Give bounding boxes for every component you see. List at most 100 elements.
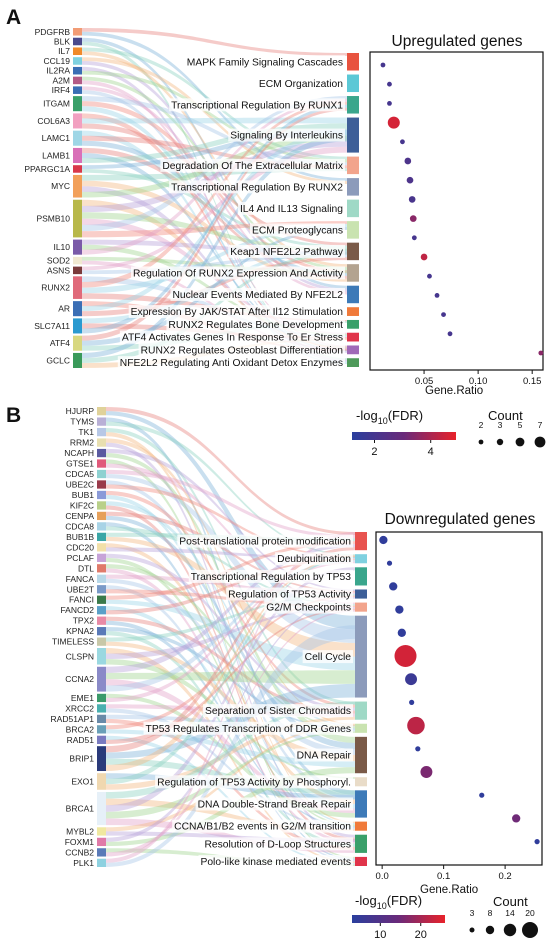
sankey-flow: [82, 140, 347, 276]
pathway-bar: [355, 532, 367, 551]
sankey-flow: [82, 106, 347, 349]
pathway-label-bg: [130, 266, 345, 280]
legend-fdr-b-ticks: 10 20: [374, 923, 427, 941]
pathway-label: NFE2L2 Regulating Anti Oxidant Detox Enz…: [120, 358, 343, 369]
sankey-flow: [106, 716, 355, 790]
gene-label: AR: [58, 304, 70, 314]
dot-point: [415, 746, 421, 752]
gene-bar: [97, 543, 106, 552]
gene-bar: [73, 28, 82, 36]
legend-count-label: 7: [538, 420, 543, 430]
x-axis-label-a: Gene.Ratio: [425, 385, 483, 397]
gene-label: RUNX2: [41, 283, 70, 293]
gene-label: IL10: [53, 242, 70, 252]
gene-label: BRCA2: [66, 724, 95, 734]
gene-bar: [97, 837, 106, 847]
gene-label: BUB1B: [66, 532, 94, 542]
gene-label: ATF4: [50, 338, 70, 348]
pathway-label-bg: [138, 343, 345, 357]
sankey-flow: [106, 798, 355, 831]
gene-label: COL6A3: [37, 116, 70, 126]
sankey-flow: [82, 98, 347, 255]
sankey-flow: [106, 459, 355, 859]
gene-label: CCL19: [44, 56, 71, 66]
legend-count-label: 3: [470, 908, 475, 918]
sankey-flow: [82, 135, 347, 169]
x-tick-label: 0.05: [415, 376, 434, 387]
gene-label: UBE2C: [66, 479, 94, 489]
pathway-label: DNA Double-Strand Break Repair: [198, 799, 352, 810]
pathway-label: ECM Proteoglycans: [252, 225, 343, 236]
gene-bar: [97, 746, 106, 772]
sankey-flow: [106, 679, 355, 814]
legend-count-dot: [522, 922, 538, 938]
gene-bar: [73, 301, 82, 317]
pathway-bar: [347, 156, 359, 175]
gene-label: RAD51: [67, 735, 95, 745]
gene-label: TIMELESS: [52, 637, 94, 647]
sankey-flow: [106, 484, 355, 558]
sankey-flow: [106, 561, 355, 703]
sankey-flow: [82, 135, 347, 358]
gene-label: EXO1: [71, 776, 94, 786]
pathway-bar: [347, 53, 359, 71]
sankey-flow: [106, 616, 355, 714]
pathway-bar: [347, 178, 359, 196]
pathway-label-bg: [117, 356, 345, 370]
pathway-label: RUNX2 Regulates Bone Development: [168, 320, 343, 331]
gene-label: PPARGC1A: [24, 164, 70, 174]
sankey-flow: [106, 648, 355, 863]
gene-bar: [97, 448, 106, 458]
sankey-flow: [82, 180, 347, 282]
pathway-label-bg: [203, 704, 353, 718]
gene-bar: [73, 76, 82, 85]
gene-bar: [97, 490, 106, 500]
sankey-flow: [82, 117, 347, 124]
pathway-label-bg: [166, 317, 345, 331]
gene-bar: [73, 352, 82, 368]
gene-label: IRF4: [52, 85, 71, 95]
sankey-flow: [106, 532, 355, 863]
sankey-flow: [106, 432, 355, 824]
sankey-flow: [106, 818, 355, 853]
sankey-flow: [82, 212, 347, 252]
gene-label: FOXM1: [65, 837, 95, 847]
pathway-label-bg: [202, 837, 353, 851]
gene-label: RRM2: [70, 438, 94, 448]
gene-label: IL7: [58, 46, 70, 56]
pathway-bar: [355, 821, 367, 831]
sankey-flow: [106, 641, 355, 762]
dot-point: [387, 116, 400, 129]
sankey-flow: [82, 129, 347, 169]
sankey-flow: [106, 731, 355, 819]
pathway-label-bg: [198, 854, 353, 868]
sankey-flow: [106, 729, 355, 768]
dot-point: [404, 157, 412, 165]
x-tick-label: 0.0: [376, 871, 389, 882]
sankey-flow: [106, 553, 355, 711]
gene-bar: [97, 469, 106, 479]
sankey-flow: [106, 597, 355, 842]
pathway-label-bg: [302, 650, 353, 664]
gene-label: TYMS: [70, 417, 94, 427]
gene-label: CCNA2: [65, 674, 94, 684]
gene-bar: [97, 511, 106, 521]
pathway-label-bg: [169, 98, 345, 112]
sankey-flow: [106, 505, 355, 841]
sankey-flow: [106, 501, 355, 727]
sankey-flow: [106, 463, 355, 605]
gene-label: BRIP1: [69, 754, 94, 764]
gene-bar: [73, 256, 82, 265]
dot-point: [397, 628, 406, 637]
pathway-label: Degradation Of The Extracellular Matrix: [162, 161, 344, 172]
gene-label: KIF2C: [70, 500, 94, 510]
pathway-bar: [347, 319, 359, 329]
sankey-flow: [82, 66, 347, 362]
gene-label: MYBL2: [66, 826, 94, 836]
legend-count-dot: [469, 927, 475, 933]
gene-label: PDGFRB: [35, 27, 71, 37]
gene-bar: [97, 714, 106, 724]
sankey-flow: [106, 557, 355, 827]
gene-bar: [97, 564, 106, 573]
x-axis-label-b: Gene.Ratio: [420, 884, 478, 896]
